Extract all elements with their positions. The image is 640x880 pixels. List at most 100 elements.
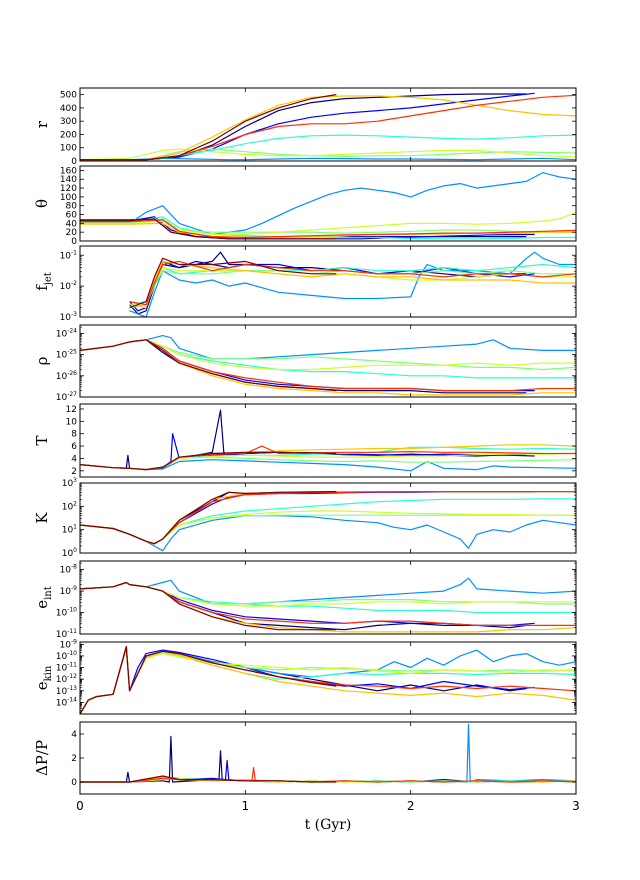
y-tick-label: 140	[60, 175, 77, 185]
series-line-fjet-8	[129, 260, 576, 306]
series-line-fjet-7	[129, 260, 576, 309]
y-tick-label: 12	[66, 405, 77, 415]
series-line-r-4	[80, 134, 576, 161]
panel-T-frame	[79, 403, 577, 478]
y-axis-label-r: r	[33, 120, 51, 128]
y-tick-label: 10-26	[56, 370, 77, 382]
y-axis-label-theta: θ	[33, 199, 51, 208]
panel-K-series	[80, 491, 576, 552]
panel-T: 2 4 6 8 10 12 T	[33, 403, 577, 478]
x-tick-label: 1	[242, 799, 250, 813]
y-axis-label-sub-eint: int	[43, 586, 54, 600]
series-line-K-6	[80, 510, 576, 545]
series-line-ekin-3	[80, 647, 576, 714]
series-line-eint-4	[80, 581, 576, 614]
y-tick-label: 101	[62, 524, 77, 536]
y-axis-label-eint: eint	[33, 586, 54, 609]
series-line-r-6	[80, 148, 576, 161]
y-tick-label: 80	[66, 202, 78, 212]
x-tick-label: 2	[407, 799, 415, 813]
y-tick-label: 10-24	[56, 327, 77, 339]
y-tick-label: 4	[71, 454, 77, 464]
panel-theta-frame	[79, 165, 577, 242]
y-tick-exponent: 1	[73, 524, 77, 531]
series-line-rho-9	[80, 339, 337, 392]
x-tick-label: 3	[572, 799, 580, 813]
y-tick-label: 10-9	[60, 638, 78, 650]
panel-r-frame	[79, 87, 577, 162]
series-line-rho-3	[80, 335, 576, 360]
y-tick-exponent: -8	[71, 564, 77, 571]
series-line-r-9	[80, 94, 337, 161]
y-tick-exponent: -14	[67, 696, 77, 703]
panel-ekin-frame	[79, 641, 577, 715]
y-tick-label: 200	[60, 130, 77, 140]
y-tick-exponent: -24	[67, 327, 77, 334]
y-tick-label: 10-14	[56, 696, 77, 708]
x-axis-label: t (Gyr)	[305, 817, 352, 833]
y-tick-exponent: -10	[67, 607, 77, 614]
y-tick-label: 10-11	[56, 662, 77, 674]
panel-rho: 10-27 10-26 10-25 10-24 ρ	[33, 324, 577, 403]
y-tick-exponent: 2	[73, 500, 77, 507]
panel-fjet-frame	[79, 245, 577, 318]
panel-dPP-series	[80, 723, 576, 783]
y-tick-exponent: 3	[73, 477, 77, 484]
series-line-r-3	[80, 157, 576, 161]
y-tick-label: 10-8	[60, 564, 78, 576]
panel-rho-frame	[79, 324, 577, 398]
y-axis-label-fjet: fjet	[33, 272, 54, 291]
panels: 0100200300400500r020406080100120140160θ1…	[33, 87, 577, 795]
panel-theta-series	[80, 172, 576, 240]
panel-r-series	[80, 92, 576, 161]
panel-ekin-series	[80, 645, 576, 714]
series-line-fjet-9	[129, 257, 337, 309]
panel-dPP-frame	[79, 721, 577, 795]
series-line-K-9	[80, 491, 337, 545]
y-tick-label: 2	[71, 467, 77, 477]
y-axis-label-K: K	[33, 512, 51, 524]
y-axis-label-sub-fjet: jet	[43, 272, 54, 286]
series-line-r-2	[80, 92, 535, 161]
series-line-theta-5	[80, 218, 576, 234]
panel-dPP: 0 2 4 ΔP/P	[33, 721, 577, 795]
y-tick-label: 40	[66, 219, 78, 229]
y-tick-exponent: -1	[71, 249, 77, 256]
y-axis-label-ekin: ekin	[33, 665, 54, 690]
y-tick-label: 8	[71, 430, 77, 440]
y-axis-label-rho: ρ	[33, 356, 51, 365]
series-line-theta-9	[80, 218, 337, 240]
y-tick-label: 10-13	[56, 685, 77, 697]
y-tick-label: 10-1	[60, 249, 78, 261]
y-tick-exponent: -9	[71, 585, 77, 592]
panel-r: 0 100 200 300 400 500 r	[33, 87, 577, 167]
y-tick-label: 100	[60, 144, 77, 154]
series-line-T-9	[80, 451, 337, 471]
series-line-ekin-7	[80, 645, 576, 714]
y-tick-label: 102	[62, 500, 77, 512]
series-line-theta-4	[80, 216, 576, 240]
series-line-ekin-8	[80, 645, 576, 714]
y-tick-label: 120	[60, 184, 77, 194]
y-tick-exponent: -10	[67, 650, 77, 657]
series-line-theta-8	[80, 219, 576, 239]
series-line-K-3	[80, 515, 576, 552]
panel-T-series	[80, 409, 576, 472]
y-tick-label: 6	[71, 442, 77, 452]
y-tick-label: 500	[60, 91, 77, 101]
panel-K-frame	[79, 482, 577, 554]
y-tick-label: 10-27	[56, 391, 77, 403]
series-line-fjet-3	[129, 251, 576, 317]
y-tick-label: 300	[60, 117, 77, 127]
y-tick-label: 20	[66, 228, 78, 238]
series-line-T-2	[80, 433, 535, 471]
series-line-eint-6	[80, 581, 576, 607]
x-tick-label: 0	[76, 799, 84, 813]
y-tick-exponent: -12	[67, 673, 77, 680]
y-tick-exponent: -3	[71, 311, 77, 318]
series-line-r-5	[80, 148, 576, 161]
series-line-K-4	[80, 498, 576, 545]
